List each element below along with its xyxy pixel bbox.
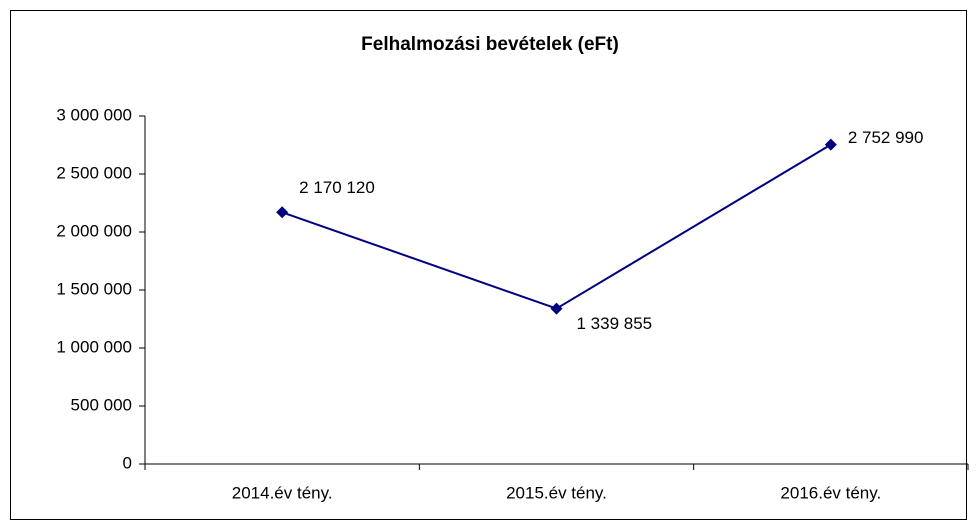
y-tick-label: 1 000 000	[56, 337, 132, 356]
y-tick-label: 1 500 000	[56, 279, 132, 298]
y-tick-label: 500 000	[71, 395, 132, 414]
marker	[824, 138, 837, 151]
x-tick-label: 2016.év tény.	[780, 483, 881, 502]
y-tick-label: 2 500 000	[56, 163, 132, 182]
chart-frame	[10, 10, 967, 520]
chart-title: Felhalmozási bevételek (eFt)	[361, 34, 619, 55]
marker	[276, 206, 289, 219]
marker	[550, 302, 563, 315]
y-tick-label: 3 000 000	[56, 105, 132, 124]
data-label: 2 170 120	[299, 178, 375, 197]
y-tick-label: 2 000 000	[56, 221, 132, 240]
x-tick-label: 2014.év tény.	[232, 483, 333, 502]
y-tick-label: 0	[123, 453, 132, 472]
x-tick-label: 2015.év tény.	[506, 483, 607, 502]
data-label: 1 339 855	[577, 314, 653, 333]
data-label: 2 752 990	[848, 128, 924, 147]
